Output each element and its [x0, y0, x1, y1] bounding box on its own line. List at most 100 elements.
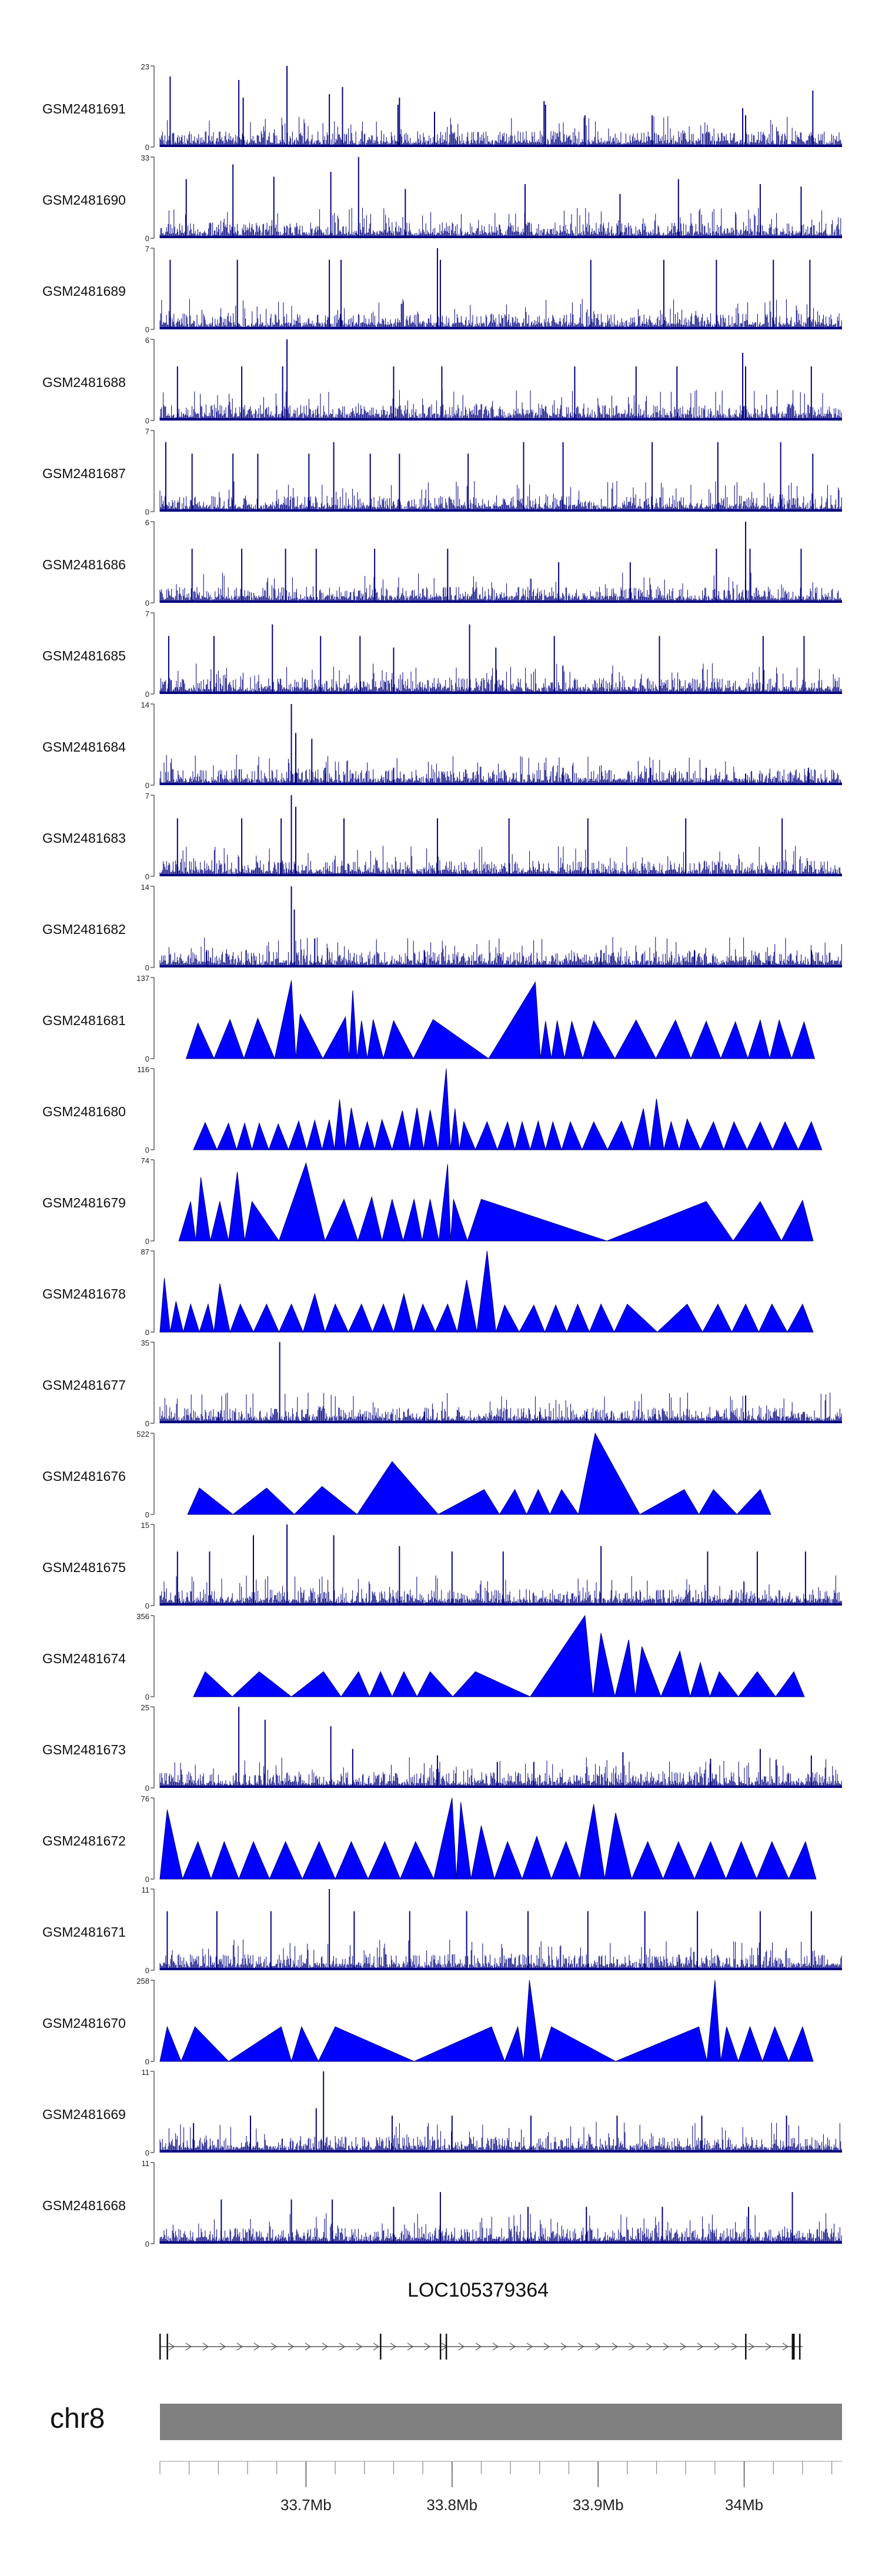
coverage-plot [193, 1614, 805, 1698]
strand-arrow-icon [509, 2343, 516, 2351]
strand-arrow-icon [663, 2343, 670, 2351]
strand-arrow-icon [646, 2343, 653, 2351]
coverage-plot [159, 1342, 842, 1423]
y-tick-label-max: 74 [141, 1156, 149, 1165]
major-tick-label: 33.8Mb [426, 2496, 477, 2514]
track-GSM2481677: GSM2481677 35 0 [42, 1339, 842, 1428]
coverage-plot [159, 1980, 814, 2063]
track-y-axis: 11 0 [142, 2159, 155, 2248]
coverage-area [159, 1980, 814, 2063]
track-y-axis: 76 0 [141, 1794, 155, 1884]
y-tick-label-max: 33 [141, 154, 149, 162]
strand-arrow-icon [526, 2343, 533, 2351]
coverage-noise [159, 1939, 842, 1970]
coverage-plot [159, 157, 842, 238]
strand-arrow-icon [168, 2343, 175, 2351]
track-y-axis: 74 0 [141, 1156, 155, 1246]
track-GSM2481672: GSM2481672 76 0 [42, 1794, 817, 1884]
y-tick-label-min: 0 [145, 781, 149, 790]
coverage-noise [159, 572, 842, 603]
strand-arrow-icon [270, 2343, 278, 2351]
coverage-plot [159, 66, 842, 147]
track-GSM2481675: GSM2481675 15 0 [42, 1521, 842, 1610]
coverage-plot [159, 1797, 817, 1880]
y-tick-label-min: 0 [145, 1146, 149, 1154]
coverage-noise [159, 663, 842, 694]
gene-exon [799, 2334, 801, 2360]
y-tick-label-min: 0 [145, 1328, 149, 1337]
y-tick-label-max: 7 [145, 245, 149, 253]
track-label: GSM2481684 [42, 739, 126, 755]
track-y-axis: 70 [145, 245, 155, 334]
coverage-plot [159, 339, 842, 421]
strand-arrow-icon [782, 2343, 789, 2351]
y-tick-label-max: 76 [141, 1794, 149, 1803]
track-y-axis: 35 0 [141, 1339, 155, 1428]
coverage-plot [193, 1068, 823, 1151]
track-label: GSM2481686 [42, 557, 126, 572]
y-tick-label-min: 0 [145, 1875, 149, 1884]
ideogram-track: chr8 [50, 2403, 842, 2440]
track-y-axis: 25 0 [141, 1703, 155, 1793]
track-label: GSM2481687 [42, 466, 126, 481]
track-label: GSM2481672 [42, 1833, 126, 1848]
coverage-plot [159, 248, 842, 329]
coverage-noise [159, 2213, 842, 2244]
track-label: GSM2481671 [42, 1924, 126, 1940]
genome-axis: 33.7Mb 33.8Mb 33.9Mb 34Mb [159, 2461, 842, 2514]
coverage-plot [159, 1524, 842, 1606]
track-GSM2481669: GSM2481669 11 0 [42, 2068, 842, 2157]
y-tick-label-max: 11 [142, 2159, 150, 2168]
strand-arrow-icon [407, 2343, 414, 2351]
track-label: GSM2481691 [42, 101, 126, 116]
track-label: GSM2481680 [42, 1104, 126, 1119]
strand-arrow-icon [543, 2343, 550, 2351]
track-label: GSM2481674 [42, 1651, 126, 1666]
coverage-area [159, 1250, 814, 1333]
strand-arrow-icon [339, 2343, 346, 2351]
track-label: GSM2481677 [42, 1377, 126, 1393]
strand-arrow-icon [475, 2343, 482, 2351]
y-tick-label-max: 23 [141, 62, 149, 71]
strand-arrow-icon [322, 2343, 329, 2351]
track-GSM2481690: GSM2481690 33 0 [42, 154, 842, 243]
coverage-noise [159, 2122, 842, 2153]
y-tick-label-min: 0 [145, 143, 149, 152]
y-tick-label-min: 0 [145, 1419, 149, 1428]
gene-exon [380, 2334, 382, 2360]
y-tick-label-min: 0 [145, 1055, 149, 1063]
track-y-axis: 116 0 [137, 1065, 155, 1154]
y-tick-label-min: 0 [145, 599, 149, 608]
y-tick-label-max: 14 [141, 883, 149, 892]
track-y-axis: 70 [145, 609, 155, 699]
coverage-noise [159, 116, 842, 147]
track-y-axis: 522 0 [136, 1430, 155, 1519]
coverage-noise [159, 937, 842, 967]
coverage-plot [159, 1889, 842, 1970]
strand-arrow-icon [714, 2343, 721, 2351]
strand-arrow-icon [458, 2343, 465, 2351]
strand-arrow-icon [748, 2343, 755, 2351]
gene-name-label: LOC105379364 [407, 2279, 549, 2301]
gene-track: LOC105379364 [159, 2279, 803, 2360]
coverage-noise [159, 846, 842, 876]
coverage-plot [185, 980, 816, 1060]
track-y-axis: 33 0 [141, 154, 155, 243]
track-label: GSM2481685 [42, 648, 126, 663]
track-label: GSM2481679 [42, 1195, 126, 1210]
y-tick-label-max: 35 [141, 1339, 149, 1347]
y-tick-label-max: 15 [141, 1521, 149, 1530]
track-y-axis: 15 0 [141, 1521, 155, 1610]
coverage-area [187, 1432, 771, 1516]
coverage-noise [159, 754, 842, 785]
y-tick-label-min: 0 [145, 1601, 149, 1610]
track-y-axis: 14 0 [141, 700, 155, 790]
gene-exon [745, 2334, 747, 2360]
y-tick-label-max: 7 [145, 609, 149, 618]
track-y-axis: 258 0 [136, 1977, 155, 2066]
